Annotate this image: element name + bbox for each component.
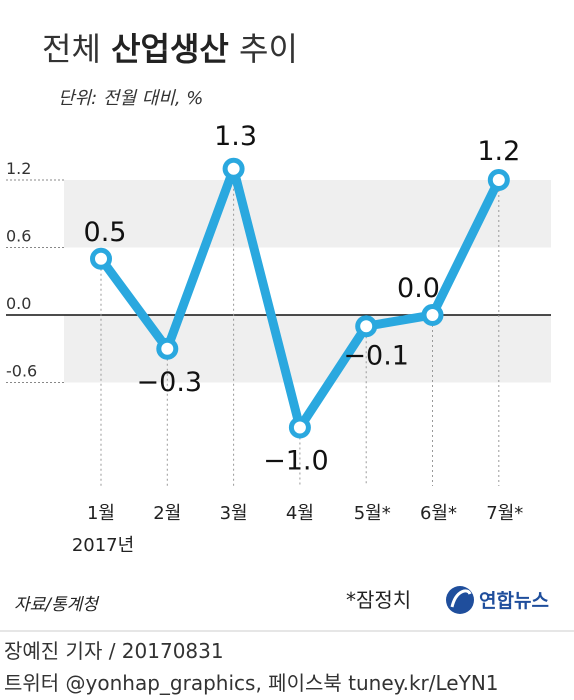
data-point <box>90 247 112 270</box>
y-tick-label: -0.6 <box>6 362 37 381</box>
data-label: −1.0 <box>263 446 329 477</box>
source-label: 자료/통계청 <box>14 595 100 615</box>
y-tick-label: 1.2 <box>6 159 31 178</box>
data-point <box>355 315 378 338</box>
data-point <box>222 157 245 180</box>
data-point <box>487 169 510 191</box>
unit-label: 단위: 전월 대비, % <box>58 88 203 109</box>
data-label: 1.3 <box>214 121 257 152</box>
title-part-bold: 산업생산 <box>111 30 229 68</box>
logo-swoosh-icon <box>450 589 472 608</box>
footer-sns: 트위터 @yonhap_graphics, 페이스북 tuney.kr/LeYN… <box>4 671 499 695</box>
data-label: −0.1 <box>343 340 409 371</box>
data-label: 1.2 <box>477 136 520 167</box>
x-tick-label: 1월 <box>87 503 115 524</box>
x-tick-label: 4월 <box>286 503 314 524</box>
logo-text: 연합뉴스 <box>479 590 549 612</box>
data-label: −0.3 <box>137 367 203 398</box>
data-label: 0.0 <box>397 273 440 304</box>
y-axis-ticks: 1.2 0.6 0.0 -0.6 <box>6 159 64 383</box>
y-tick-label: 0.6 <box>6 227 31 246</box>
logo-mark-icon <box>446 586 474 614</box>
y-tick-label: 0.0 <box>6 294 31 313</box>
data-point <box>288 416 311 439</box>
x-tick-label: 5월* <box>354 503 391 524</box>
title-part-1: 전체 <box>42 30 111 68</box>
yonhap-logo: 연합뉴스 <box>446 586 549 614</box>
year-label: 2017년 <box>72 535 134 556</box>
x-tick-label: 3월 <box>220 503 248 524</box>
title-part-2: 추이 <box>229 30 298 68</box>
x-tick-label: 7월* <box>486 503 523 524</box>
x-tick-label: 2월 <box>153 503 181 524</box>
preliminary-note: *잠정치 <box>346 588 411 612</box>
x-axis-ticks: 1월 2월 3월 4월 5월* 6월* 7월* <box>87 503 523 524</box>
data-point <box>156 337 179 360</box>
data-labels: 0.5 −0.3 1.3 −1.0 −0.1 0.0 1.2 <box>84 121 521 477</box>
chart-title: 전체 산업생산 추이 <box>42 30 298 68</box>
footer-credit: 장예진 기자 / 20170831 <box>4 639 224 663</box>
data-label: 0.5 <box>84 217 127 248</box>
data-points <box>90 157 510 439</box>
drop-lines <box>100 168 500 486</box>
data-point <box>421 304 444 326</box>
x-tick-label: 6월* <box>420 503 457 524</box>
grid-bands <box>64 180 551 383</box>
